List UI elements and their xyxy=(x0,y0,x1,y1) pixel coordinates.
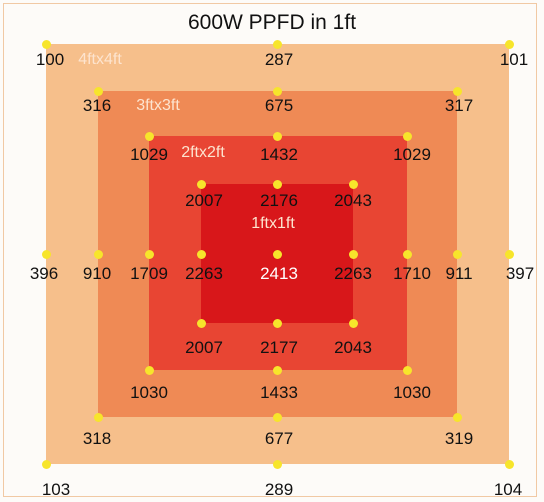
measurement-point xyxy=(348,179,358,189)
zone-label-1ftx1ft: 1ftx1ft xyxy=(251,215,295,232)
map-frame xyxy=(3,3,537,497)
ppfd-value: 2007 xyxy=(185,338,223,357)
ppfd-value: 1709 xyxy=(130,264,168,283)
measurement-point xyxy=(41,249,51,259)
measurement-point xyxy=(452,86,462,96)
ppfd-value: 1710 xyxy=(393,264,431,283)
ppfd-value: 396 xyxy=(29,264,59,283)
measurement-point xyxy=(452,412,462,422)
measurement-point xyxy=(272,131,282,141)
ppfd-value: 397 xyxy=(505,264,535,283)
measurement-point xyxy=(504,459,514,469)
measurement-point xyxy=(196,318,206,328)
measurement-point xyxy=(144,365,154,375)
measurement-point xyxy=(272,179,282,189)
ppfd-value: 100 xyxy=(35,50,65,69)
ppfd-value: 910 xyxy=(82,264,112,283)
measurement-point xyxy=(196,179,206,189)
measurement-point xyxy=(272,318,282,328)
ppfd-value: 677 xyxy=(264,429,294,448)
ppfd-value: 2007 xyxy=(185,191,223,210)
measurement-point xyxy=(93,249,103,259)
ppfd-value: 317 xyxy=(444,96,474,115)
measurement-point xyxy=(348,318,358,328)
ppfd-value: 911 xyxy=(445,264,473,283)
ppfd-value: 1029 xyxy=(130,145,168,164)
measurement-point xyxy=(41,459,51,469)
measurement-point xyxy=(272,365,282,375)
ppfd-value: 2263 xyxy=(185,264,223,283)
ppfd-value: 319 xyxy=(444,429,474,448)
ppfd-value: 675 xyxy=(264,96,294,115)
measurement-point xyxy=(41,39,51,49)
ppfd-value: 1030 xyxy=(130,383,168,402)
measurement-point xyxy=(272,86,282,96)
ppfd-value: 1029 xyxy=(393,145,431,164)
measurement-point xyxy=(402,249,412,259)
ppfd-value: 2043 xyxy=(334,338,372,357)
measurement-point xyxy=(272,412,282,422)
zone-label-3ftx3ft: 3ftx3ft xyxy=(136,97,180,114)
measurement-point xyxy=(93,412,103,422)
ppfd-value: 104 xyxy=(493,480,523,499)
ppfd-value: 318 xyxy=(82,429,112,448)
measurement-point xyxy=(452,249,462,259)
ppfd-value: 287 xyxy=(264,50,294,69)
zone-label-2ftx2ft: 2ftx2ft xyxy=(181,144,225,161)
measurement-point xyxy=(272,459,282,469)
measurement-point xyxy=(144,131,154,141)
ppfd-value: 103 xyxy=(41,480,71,499)
measurement-point xyxy=(272,39,282,49)
measurement-point xyxy=(402,365,412,375)
ppfd-value: 2263 xyxy=(334,264,372,283)
ppfd-value: 2413 xyxy=(260,264,298,283)
zone-label-4ftx4ft: 4ftx4ft xyxy=(78,51,122,68)
ppfd-value: 1030 xyxy=(393,383,431,402)
measurement-point xyxy=(272,249,282,259)
ppfd-value: 2043 xyxy=(334,191,372,210)
ppfd-value: 1432 xyxy=(260,145,298,164)
measurement-point xyxy=(348,249,358,259)
ppfd-value: 2176 xyxy=(260,191,298,210)
measurement-point xyxy=(402,131,412,141)
ppfd-value: 316 xyxy=(82,96,112,115)
chart-title: 600W PPFD in 1ft xyxy=(187,11,357,34)
ppfd-value: 289 xyxy=(264,480,294,499)
measurement-point xyxy=(144,249,154,259)
ppfd-value: 1433 xyxy=(260,383,298,402)
measurement-point xyxy=(93,86,103,96)
ppfd-value: 2177 xyxy=(260,338,298,357)
ppfd-value: 101 xyxy=(499,50,529,69)
measurement-point xyxy=(504,249,514,259)
measurement-point xyxy=(504,39,514,49)
measurement-point xyxy=(196,249,206,259)
